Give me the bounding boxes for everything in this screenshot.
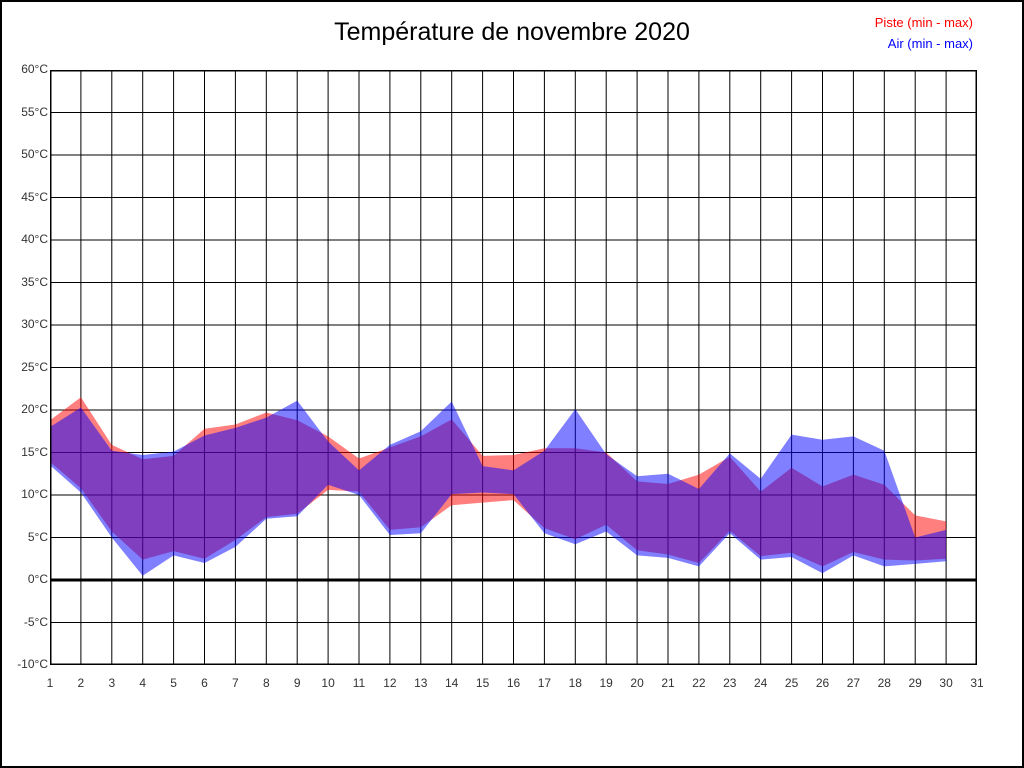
x-tick-label: 26 (815, 676, 830, 690)
y-tick-label: 15°C (21, 444, 48, 459)
x-tick-label: 15 (475, 676, 490, 690)
x-tick-label: 5 (170, 676, 177, 690)
x-tick-label: 2 (77, 676, 85, 690)
x-tick-label: 19 (599, 676, 613, 690)
temperature-band-chart (50, 70, 977, 665)
chart-title: Température de novembre 2020 (334, 18, 690, 46)
x-tick-label: 24 (754, 676, 768, 690)
y-tick-label: 50°C (21, 147, 48, 161)
x-tick-label: 27 (846, 676, 861, 690)
x-tick-label: 18 (568, 676, 582, 690)
y-tick-label: 45°C (21, 189, 48, 204)
y-tick-label: 60°C (21, 62, 48, 76)
y-tick-label: -10°C (17, 657, 48, 671)
x-tick-label: 11 (352, 676, 366, 690)
x-tick-label: 10 (321, 676, 335, 690)
x-tick-label: 12 (383, 676, 397, 690)
y-tick-label: 35°C (21, 274, 48, 289)
x-tick-label: 29 (908, 676, 922, 690)
y-tick-label: -5°C (23, 614, 48, 629)
x-tick-label: 28 (877, 676, 891, 690)
y-tick-label: 55°C (21, 104, 48, 119)
x-tick-label: 8 (262, 676, 270, 690)
y-tick-label: 20°C (21, 402, 48, 416)
x-tick-label: 6 (201, 676, 208, 690)
x-tick-label: 31 (970, 676, 984, 690)
y-tick-label: 40°C (21, 232, 48, 246)
x-tick-label: 7 (232, 676, 239, 690)
y-tick-label: 25°C (21, 359, 48, 374)
x-tick-label: 3 (108, 676, 116, 690)
x-tick-label: 20 (630, 676, 644, 690)
x-tick-label: 22 (692, 676, 706, 690)
x-tick-label: 14 (445, 676, 459, 690)
y-tick-label: 5°C (27, 529, 48, 544)
legend: Piste (min - max) Air (min - max) (875, 12, 973, 54)
x-tick-label: 30 (939, 676, 953, 690)
x-tick-label: 25 (784, 676, 799, 690)
x-tick-label: 16 (506, 676, 521, 690)
x-tick-label: 17 (537, 676, 552, 690)
x-tick-label: 4 (139, 676, 147, 690)
x-tick-label: 1 (46, 676, 54, 690)
y-tick-label: 30°C (21, 317, 48, 331)
x-tick-label: 21 (661, 676, 675, 690)
x-tick-label: 9 (293, 676, 301, 690)
y-tick-label: 10°C (21, 487, 48, 501)
y-tick-label: 0°C (27, 572, 48, 586)
legend-item-air: Air (min - max) (887, 36, 973, 51)
x-tick-label: 13 (414, 676, 428, 690)
plot-border (50, 70, 977, 665)
plot-area (50, 70, 977, 665)
air-band (50, 400, 947, 576)
legend-item-piste: Piste (min - max) (874, 15, 973, 30)
x-tick-label: 23 (723, 676, 737, 690)
